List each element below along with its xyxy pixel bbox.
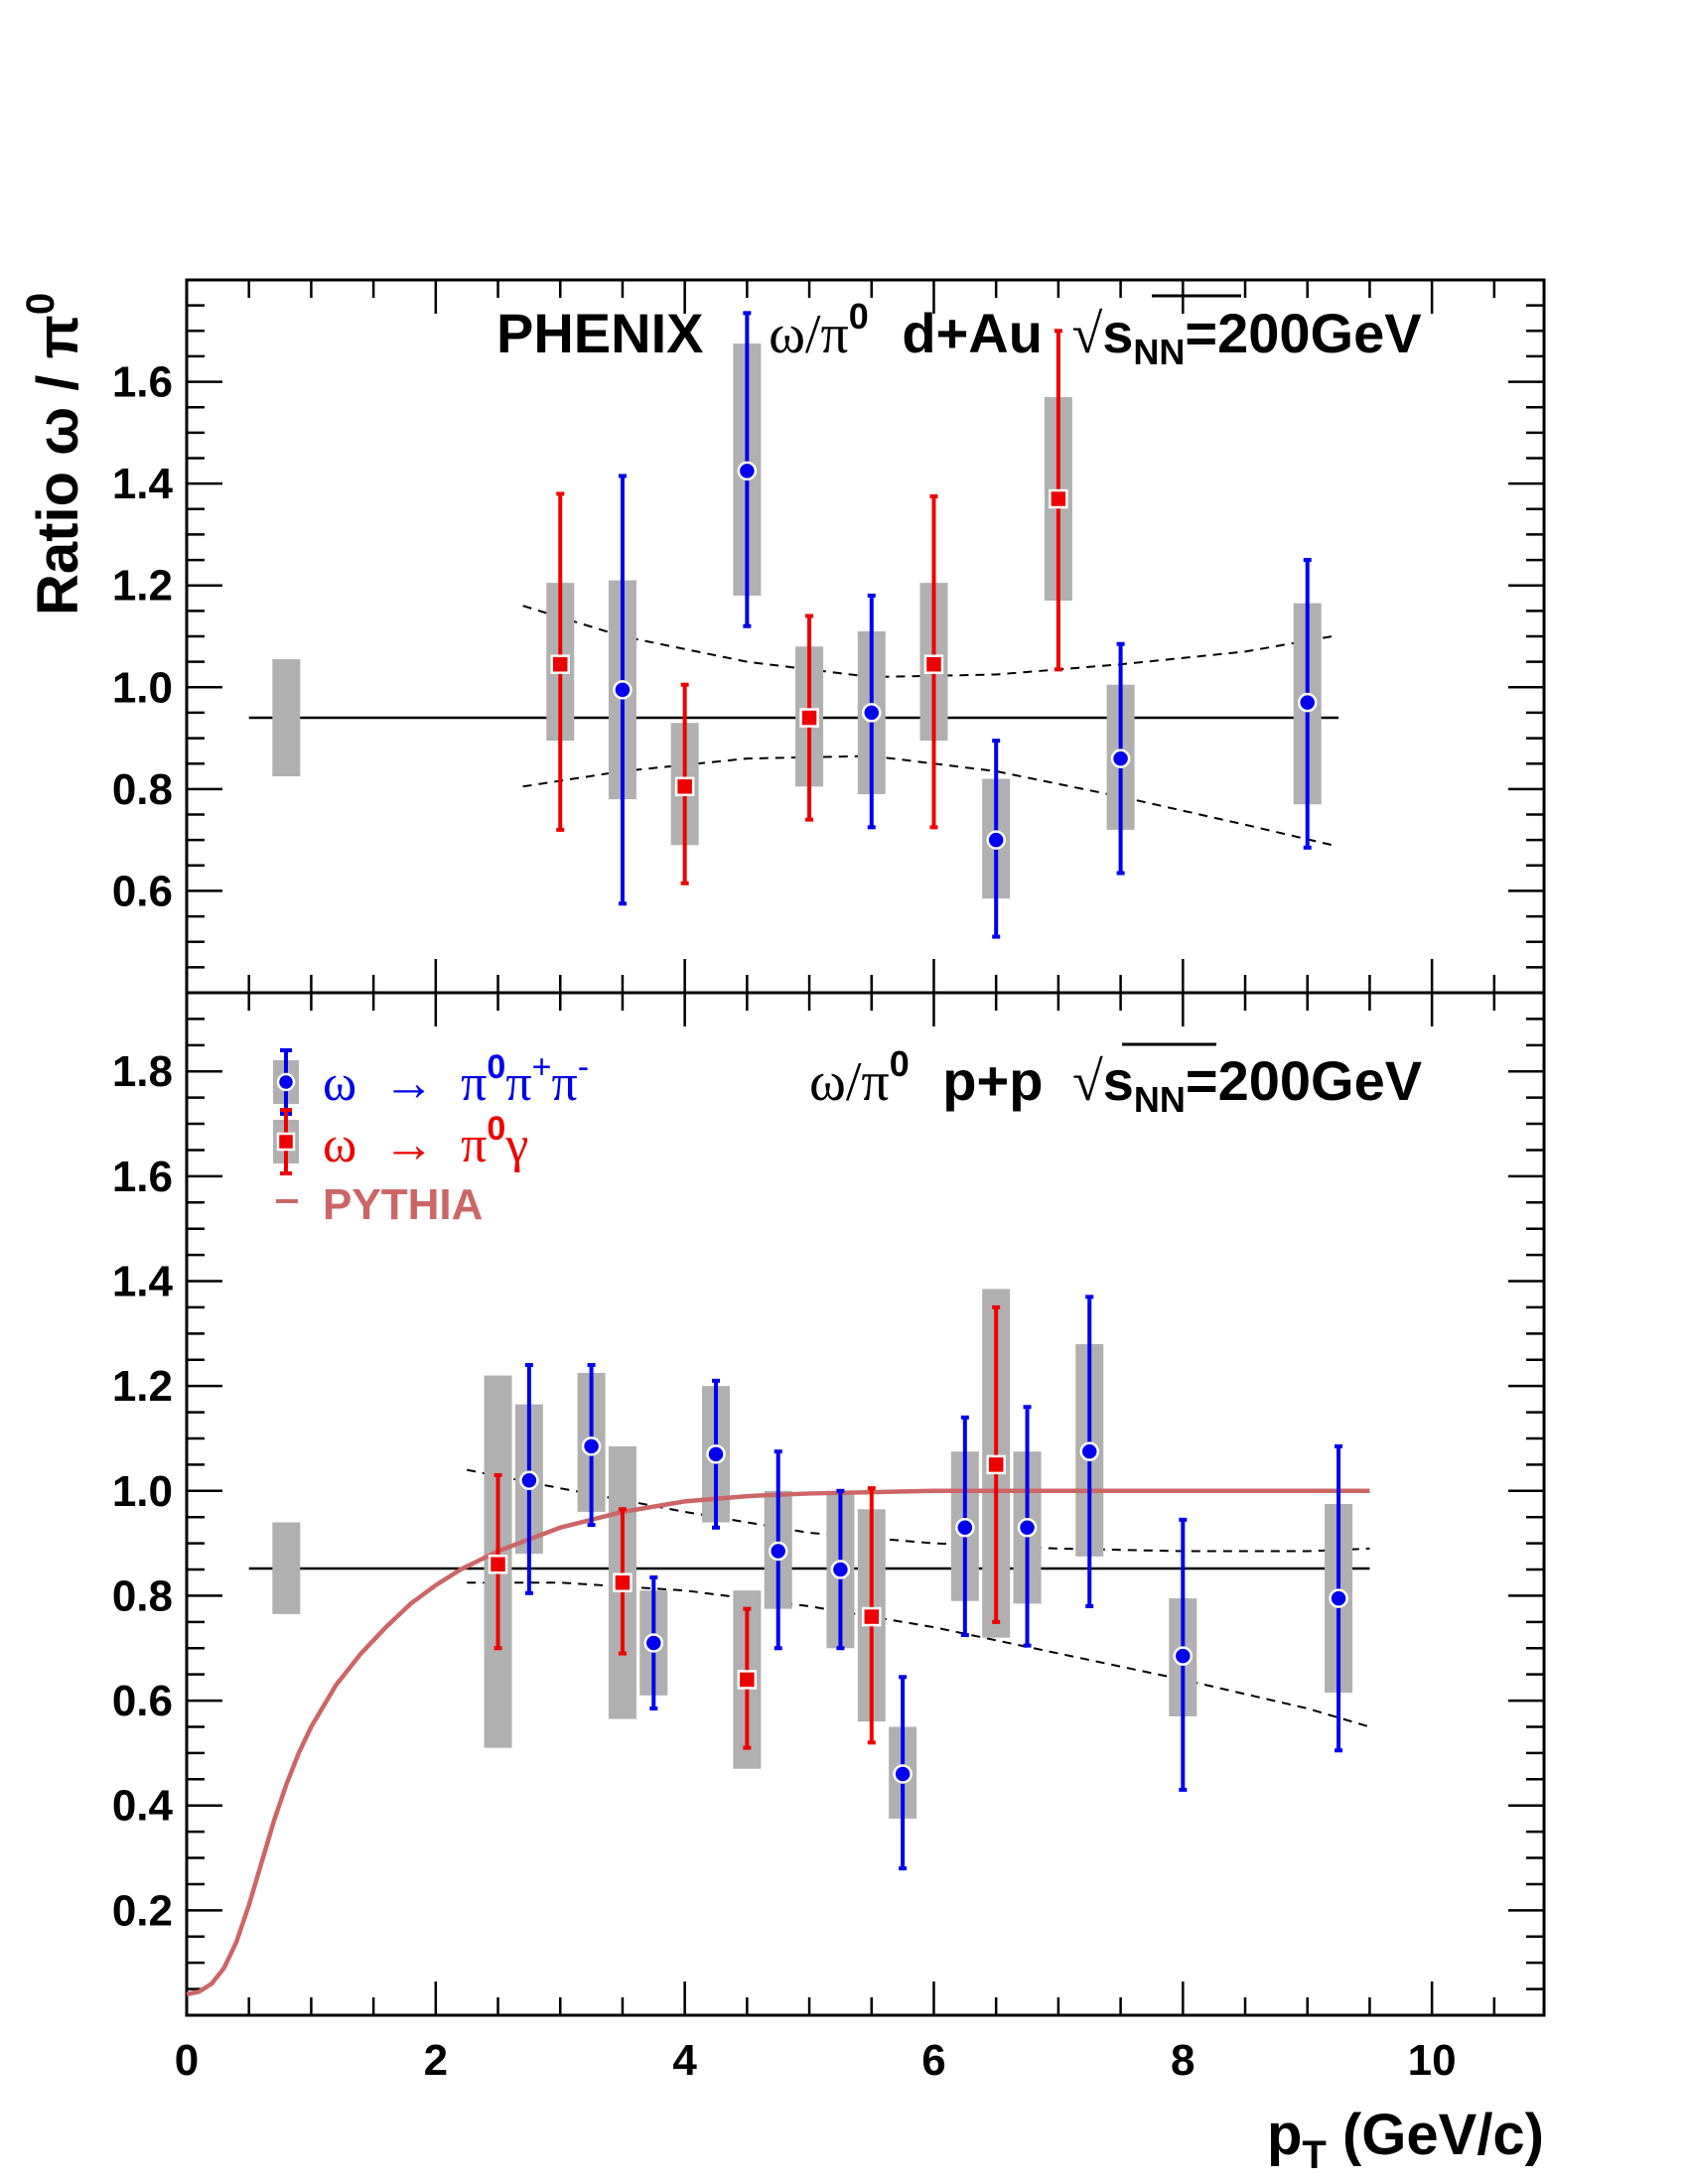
data-point-square: [986, 1454, 1006, 1475]
bottom-x-tick-labels: 0 2 4 6 8 10: [175, 2036, 1457, 2085]
bottom-sqrt-sign: √: [1072, 1051, 1103, 1113]
y-tick-label: 1.8: [112, 1047, 173, 1096]
bottom-plot-frame: [185, 991, 1546, 2017]
y-tick-label: 1.2: [112, 1362, 173, 1411]
y-tick-label: 0.8: [112, 1571, 173, 1620]
data-point-circle: [955, 1518, 975, 1538]
top-sqrt-sign: √: [1071, 304, 1102, 365]
y-tick-label: 0.4: [112, 1782, 174, 1831]
top-axis-ticks: [187, 280, 1544, 993]
data-point-square: [550, 654, 570, 674]
data-point-circle: [830, 1560, 851, 1579]
top-panel: 0.6 0.8 1.0 1.2 1.4 1.6 PHENIX ω/π0 d+Au √sNN…: [19, 278, 1546, 995]
y-tick-label: 1.4: [112, 460, 174, 508]
y-tick-label: 0.6: [112, 867, 173, 915]
x-tick-label: 10: [1408, 2036, 1457, 2085]
y-tick-label: 1.2: [112, 562, 173, 611]
svg-text:ω → π0π+π-: ω → π0π+π-: [323, 1048, 589, 1112]
top-ratio-sup: 0: [849, 296, 869, 337]
svg-text:PYTHIA: PYTHIA: [323, 1180, 483, 1229]
legend-entry-omega-3pi: ω → π0π+π-: [273, 1048, 589, 1116]
normalization-box: [272, 1522, 301, 1614]
normalization-box: [272, 659, 301, 777]
data-point-circle: [1173, 1646, 1194, 1666]
data-point-circle: [986, 830, 1006, 850]
top-ratio-label: ω/π: [769, 304, 849, 365]
top-y-tick-labels: 0.6 0.8 1.0 1.2 1.4 1.6: [112, 358, 174, 916]
data-point-circle: [737, 461, 758, 481]
top-system-label: d+Au: [902, 302, 1043, 364]
x-tick-label: 2: [424, 2036, 448, 2085]
data-point-circle: [1017, 1518, 1038, 1538]
top-y-axis-title: Ratio ω / π0: [19, 293, 90, 615]
data-point-square: [862, 1606, 882, 1627]
x-tick-label: 4: [672, 2036, 697, 2085]
data-point-circle: [1329, 1588, 1348, 1608]
data-point-square: [613, 1572, 633, 1592]
data-point-circle: [643, 1633, 664, 1653]
y-tick-label: 1.6: [112, 1153, 173, 1201]
bottom-axis-ticks: [187, 993, 1544, 2015]
fit-band-lower: [467, 1581, 1370, 1728]
bottom-energy-value: =200GeV: [1186, 1049, 1422, 1112]
y-tick-label: 1.6: [112, 358, 173, 407]
data-point-square: [488, 1554, 508, 1574]
x-tick-label: 0: [175, 2036, 199, 2085]
bottom-normalization-box: [272, 1522, 301, 1614]
x-axis-title: pT (GeV/c): [1267, 2103, 1544, 2177]
y-tick-label: 1.0: [112, 1467, 173, 1516]
bottom-system-label: p+p: [942, 1049, 1043, 1112]
y-tick-label: 0.8: [112, 765, 173, 814]
data-point-circle: [862, 703, 882, 723]
bottom-ratio-label: ω/π: [809, 1051, 890, 1113]
data-point-circle: [768, 1541, 788, 1562]
data-point-circle: [613, 680, 633, 700]
top-energy-value: =200GeV: [1185, 302, 1421, 364]
top-energy-s: s: [1102, 302, 1133, 364]
legend: ω → π0π+π- ω → π0γ PYTHIA: [273, 1048, 589, 1229]
data-point-circle: [893, 1764, 913, 1784]
data-point-circle: [1110, 749, 1131, 768]
top-energy-sub: NN: [1133, 332, 1185, 372]
bottom-fit-band: [466, 1468, 1370, 1728]
data-point-circle: [1297, 692, 1318, 713]
bottom-annotation: ω/π0 p+p √sNN=200GeV: [809, 1025, 1422, 1120]
x-tick-label: 6: [921, 2036, 945, 2085]
data-point-circle: [581, 1436, 602, 1456]
legend-entry-pythia: PYTHIA: [276, 1180, 483, 1229]
data-point-square: [799, 708, 819, 728]
top-normalization-box: [272, 659, 301, 777]
data-point-circle: [706, 1444, 726, 1464]
y-tick-label: 0.2: [112, 1886, 173, 1935]
experiment-label: PHENIX: [496, 302, 704, 364]
svg-text:ω → π0γ: ω → π0γ: [323, 1110, 528, 1173]
data-point-square: [674, 776, 695, 797]
bottom-markers: [488, 1436, 1348, 1784]
bottom-y-tick-labels: 0.2 0.4 0.6 0.8 1.0 1.2 1.4 1.6 1.8: [112, 1047, 174, 1935]
data-point-square: [737, 1670, 758, 1690]
top-annotation: PHENIX ω/π0 d+Au √sNN=200GeV: [496, 278, 1422, 372]
legend-entry-omega-pigamma: ω → π0γ: [273, 1108, 528, 1175]
bottom-energy-s: s: [1103, 1049, 1134, 1112]
data-point-square: [1049, 488, 1068, 509]
top-markers: [550, 461, 1318, 850]
y-tick-label: 1.4: [112, 1258, 174, 1306]
data-point-square: [923, 654, 944, 674]
bottom-panel: 0.20.40.60.81.01.21.41.61.8 0 2 4 6 8 10 ω/π0…: [112, 991, 1546, 2177]
data-point-circle: [519, 1470, 539, 1490]
x-tick-label: 8: [1171, 2036, 1195, 2085]
y-tick-label: 1.0: [112, 663, 173, 712]
bottom-ratio-sup: 0: [890, 1043, 910, 1084]
y-tick-label: 0.6: [112, 1677, 173, 1725]
data-point-circle: [1079, 1441, 1099, 1461]
bottom-energy-sub: NN: [1134, 1079, 1186, 1120]
